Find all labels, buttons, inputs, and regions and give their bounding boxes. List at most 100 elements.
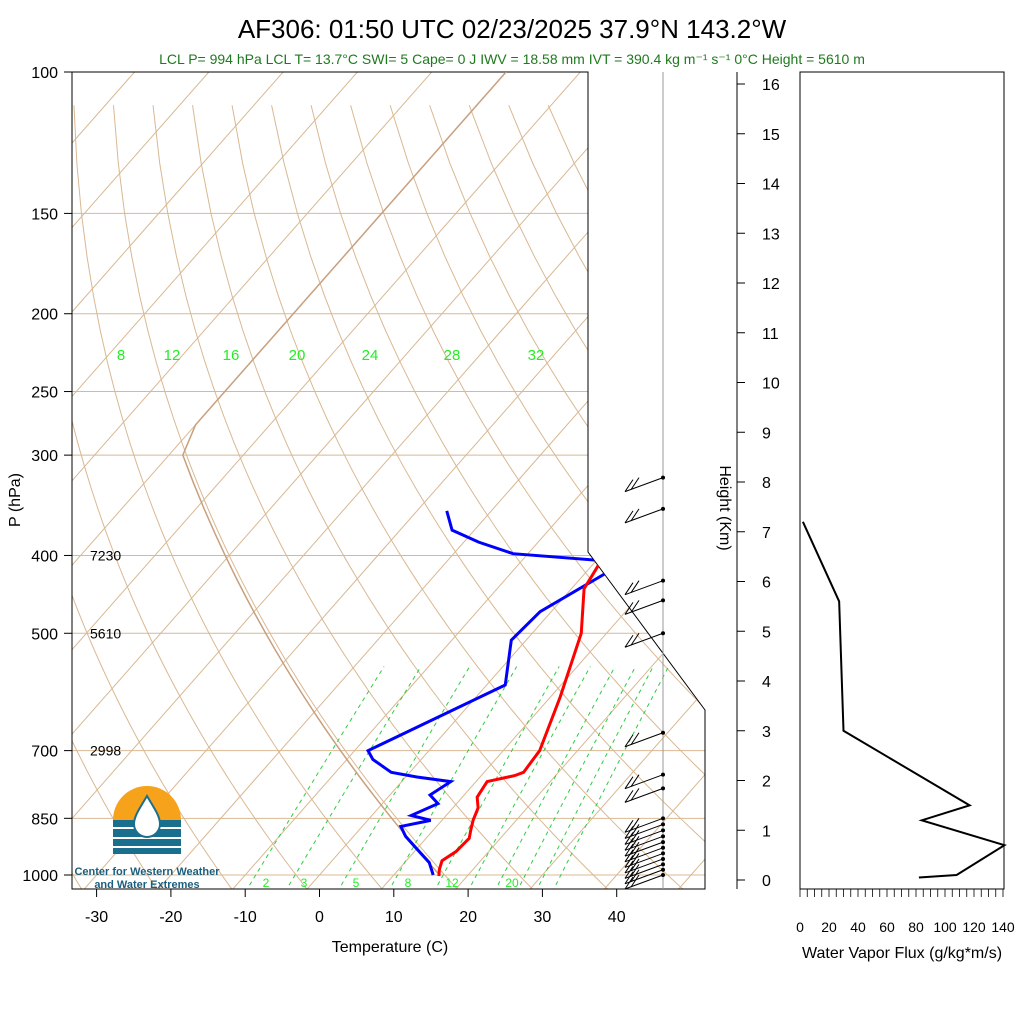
isotherm-line [72, 72, 448, 889]
height-tick-label: 16 [762, 77, 780, 94]
mixing-ratio-bottom-label: 20 [505, 876, 519, 890]
y-tick-label: 700 [31, 744, 58, 761]
y-tick-label: 400 [31, 548, 58, 565]
wind-barb-flag [630, 600, 640, 613]
wind-barb-flag [630, 830, 640, 843]
wind-barb-base [661, 506, 665, 511]
wind-barb-flag [630, 477, 640, 490]
isotherm-line [72, 72, 671, 889]
mixing-ratio-bottom-label: 8 [405, 876, 412, 890]
wind-barb [624, 508, 664, 524]
logo: Center for Western Weather and Water Ext… [74, 786, 220, 891]
mixing-ratio-label: 8 [117, 347, 125, 364]
mixing-ratio-label: 28 [444, 347, 461, 364]
mixing-ratio-line [336, 666, 471, 889]
dry-adiabat [72, 105, 235, 889]
wind-barb-base [661, 578, 665, 583]
isotherm-line [452, 72, 705, 889]
wind-barb-column [624, 72, 665, 890]
flux-frame [799, 71, 1005, 890]
x-tick-label: -30 [85, 909, 108, 926]
dry-adiabat [468, 105, 705, 889]
wind-barb-base [661, 845, 665, 850]
wind-barb-flag [630, 853, 640, 866]
mixing-ratio-line [387, 666, 518, 889]
dry-adiabat [73, 105, 386, 889]
mixing-ratio-line [551, 666, 670, 889]
height-tick-label: 0 [762, 873, 771, 890]
wind-barb-base [661, 475, 665, 480]
flux-tick-label: 0 [796, 919, 804, 935]
wind-barb-flag [624, 866, 634, 879]
y-tick-label: 100 [31, 65, 58, 82]
mixing-ratio-bottom-label: 2 [263, 876, 270, 890]
height-tick-label: 1 [762, 823, 771, 840]
isotherm-line [0, 54, 2, 892]
wind-barb-flag [624, 871, 634, 885]
isotherm-line [72, 72, 374, 889]
dry-adiabat [192, 105, 612, 889]
wind-barb-flag [624, 855, 634, 868]
wind-barb-flag [624, 843, 634, 857]
dry-adiabat [587, 105, 705, 889]
flux-tick-label: 100 [933, 919, 957, 935]
height-tick-label: 7 [762, 525, 771, 542]
dry-adiabat [547, 105, 705, 889]
mixing-ratio-bottom-label: 5 [353, 876, 360, 890]
mixing-ratio-line [284, 666, 422, 889]
height-tick-label: 3 [762, 724, 771, 741]
wind-barb-base [661, 730, 665, 735]
wind-barb-base [661, 786, 665, 791]
height-tick-label: 5 [762, 624, 771, 641]
mixing-ratio-line [535, 666, 654, 889]
wind-barb-base [661, 834, 665, 839]
wind-barb [624, 580, 664, 596]
mixing-ratio-line [433, 666, 560, 889]
wind-barb-base [661, 873, 665, 877]
isotherm-line [155, 72, 705, 889]
wind-barb-flag [630, 864, 640, 877]
x-tick-label: 10 [385, 909, 403, 926]
isotherm-line [81, 72, 705, 889]
wind-barb-base [661, 867, 665, 872]
y-tick-label: 300 [31, 448, 58, 465]
height-tick-label: 4 [762, 674, 771, 691]
logo-line-2: and Water Extremes [94, 879, 199, 891]
wind-barb-base [661, 772, 665, 777]
dry-adiabat [429, 105, 705, 889]
height-tick-label: 13 [762, 226, 780, 243]
x-tick-label: -20 [159, 909, 182, 926]
mixing-ratio-line [244, 666, 385, 889]
wind-barb-base [661, 851, 665, 856]
wind-barb [624, 477, 664, 493]
wind-barb [624, 774, 664, 790]
mixing-ratio-label: 12 [164, 347, 181, 364]
wind-barb-base [661, 631, 665, 636]
flux-tick-label: 40 [850, 919, 866, 935]
wind-barb-base [661, 598, 665, 603]
wind-barb-flag [624, 820, 634, 833]
wind-barb-flag [624, 860, 634, 874]
wind-barb [624, 817, 664, 833]
wind-barb-flag [630, 818, 640, 831]
wind-barb-flag [624, 479, 634, 492]
y-tick-label: 850 [31, 811, 58, 828]
wind-barb-flag [624, 838, 634, 851]
wind-barb-flag [624, 634, 634, 648]
wind-barb-flag [630, 508, 640, 522]
height-label: 7230 [90, 547, 121, 563]
flux-series-line [801, 521, 1007, 879]
dry-adiabat [983, 105, 1024, 892]
y-tick-label: 250 [31, 385, 58, 402]
wind-barb-flag [624, 602, 634, 615]
y-tick-label: 200 [31, 307, 58, 324]
y-tick-label: 150 [31, 206, 58, 223]
dry-adiabat [350, 105, 705, 889]
chart-subtitle: LCL P= 994 hPa LCL T= 13.7°C SWI= 5 Cape… [159, 51, 865, 67]
dry-adiabat [825, 105, 1024, 892]
mixing-ratio-label: 20 [289, 347, 306, 364]
logo-drop-icon [132, 794, 162, 838]
isotherm-line [601, 72, 705, 889]
height-tick-label: 11 [762, 326, 779, 343]
